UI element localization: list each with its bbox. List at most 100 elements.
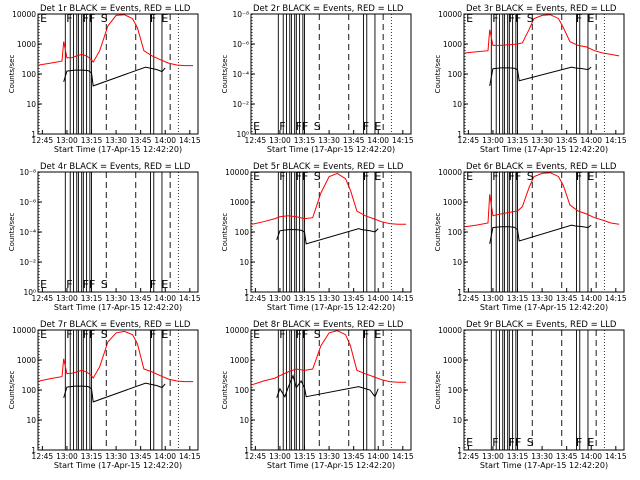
y-tick-label: 100 — [22, 70, 37, 79]
plot-area — [38, 14, 194, 134]
y-tick-label: 1 — [244, 288, 249, 297]
y-axis-label: Counts/sec — [434, 213, 442, 252]
event-label: F — [492, 12, 498, 25]
y-tick-label: 10000 — [12, 326, 36, 335]
y-tick-label: 10⁻² — [232, 100, 249, 109]
x-tick-label: 13:00 — [482, 136, 504, 145]
x-tick-label: 12:45 — [245, 452, 267, 461]
x-tick-label: 13:00 — [269, 452, 291, 461]
y-tick-label: 10⁻⁸ — [232, 10, 249, 19]
event-label: F — [150, 12, 156, 25]
x-tick-label: 12:45 — [245, 136, 267, 145]
y-tick-label: 10 — [26, 100, 36, 109]
events-series — [489, 66, 592, 86]
x-axis-label: Start Time (17-Apr-15 12:42:20) — [54, 145, 182, 154]
event-label: E — [466, 170, 473, 183]
event-label: F — [576, 436, 582, 449]
event-label: E — [40, 12, 47, 25]
events-series — [63, 66, 166, 87]
event-label: FF — [83, 328, 96, 341]
event-label: S — [101, 278, 108, 291]
x-tick-label: 13:30 — [531, 452, 553, 461]
x-tick-label: 13:45 — [556, 136, 578, 145]
x-tick-label: 13:30 — [105, 294, 127, 303]
y-tick-label: 10 — [26, 416, 36, 425]
event-label: FF — [509, 436, 522, 449]
y-tick-label: 10⁰ — [23, 288, 36, 297]
panel-title: Det 8r BLACK = Events, RED = LLD — [253, 320, 404, 330]
events-series — [489, 224, 592, 244]
event-label: E — [587, 170, 594, 183]
x-tick-label: 13:15 — [507, 294, 529, 303]
x-tick-label: 14:00 — [154, 452, 176, 461]
y-tick-label: 1 — [31, 446, 36, 455]
y-tick-label: 10000 — [438, 326, 462, 335]
event-label: E — [374, 170, 381, 183]
x-tick-label: 13:15 — [294, 136, 316, 145]
event-label: S — [527, 436, 534, 449]
plot-area — [464, 172, 620, 292]
event-label: S — [527, 170, 534, 183]
y-tick-label: 1000 — [230, 198, 249, 207]
event-label: E — [466, 12, 473, 25]
panel-title: Det 3r BLACK = Events, RED = LLD — [466, 4, 617, 14]
event-label: E — [40, 278, 47, 291]
event-label: F — [363, 120, 369, 133]
event-label: E — [253, 328, 260, 341]
y-axis-label: Counts/sec — [8, 371, 16, 410]
x-tick-label: 12:45 — [32, 294, 54, 303]
y-tick-label: 10⁻⁶ — [19, 198, 36, 207]
event-label: FF — [83, 278, 96, 291]
x-tick-label: 12:45 — [32, 452, 54, 461]
event-label: S — [101, 12, 108, 25]
y-tick-label: 1 — [457, 446, 462, 455]
x-tick-label: 14:15 — [179, 136, 201, 145]
event-label: E — [161, 278, 168, 291]
event-label: F — [279, 120, 285, 133]
y-tick-label: 10⁻⁸ — [19, 168, 36, 177]
x-axis-label: Start Time (17-Apr-15 12:42:20) — [267, 461, 395, 470]
y-axis-label: Counts/sec — [434, 55, 442, 94]
x-tick-label: 13:15 — [507, 136, 529, 145]
lld-series — [38, 330, 194, 383]
event-label: F — [150, 328, 156, 341]
x-tick-label: 13:45 — [343, 452, 365, 461]
lld-series — [465, 172, 620, 228]
event-label: E — [253, 170, 260, 183]
event-label: E — [161, 12, 168, 25]
y-tick-label: 10⁻² — [19, 258, 36, 267]
x-tick-label: 13:30 — [318, 452, 340, 461]
panel-title: Det 1r BLACK = Events, RED = LLD — [40, 4, 191, 14]
x-tick-label: 14:15 — [392, 294, 414, 303]
x-axis-label: Start Time (17-Apr-15 12:42:20) — [480, 461, 608, 470]
event-label: FF — [509, 12, 522, 25]
x-axis-label: Start Time (17-Apr-15 12:42:20) — [54, 303, 182, 312]
x-tick-label: 14:15 — [392, 452, 414, 461]
x-tick-label: 14:00 — [367, 452, 389, 461]
x-tick-label: 14:00 — [367, 136, 389, 145]
x-tick-label: 12:45 — [32, 136, 54, 145]
x-tick-label: 14:15 — [605, 136, 627, 145]
y-axis-label: Counts/sec — [8, 213, 16, 252]
event-label: S — [101, 328, 108, 341]
event-label: E — [374, 120, 381, 133]
x-tick-label: 13:45 — [130, 136, 152, 145]
event-label: S — [314, 170, 321, 183]
x-tick-label: 12:45 — [458, 452, 480, 461]
x-tick-label: 13:45 — [556, 294, 578, 303]
lld-series — [465, 14, 620, 57]
events-series — [63, 382, 166, 403]
y-tick-label: 10000 — [225, 168, 249, 177]
event-label: F — [492, 170, 498, 183]
x-tick-label: 13:45 — [343, 136, 365, 145]
event-label: E — [40, 328, 47, 341]
y-tick-label: 10 — [452, 100, 462, 109]
x-tick-label: 13:00 — [269, 136, 291, 145]
x-tick-label: 13:15 — [81, 452, 103, 461]
